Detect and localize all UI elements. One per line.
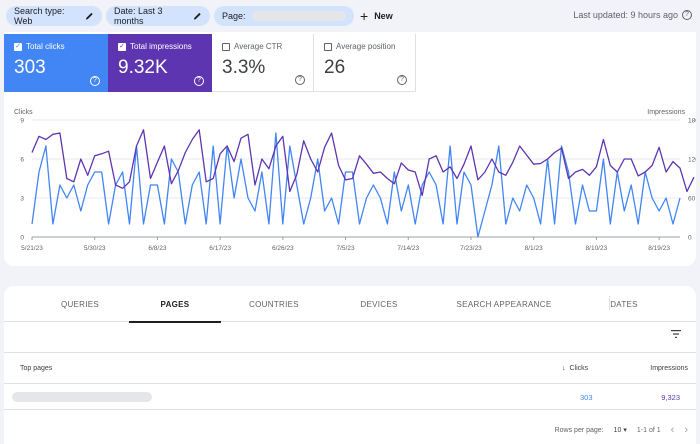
tab-devices[interactable]: DEVICES <box>360 299 398 309</box>
column-impressions[interactable]: Impressions <box>650 365 688 372</box>
help-icon[interactable]: ? <box>295 75 305 85</box>
help-icon[interactable]: ? <box>90 76 100 86</box>
checkbox-checked-icon[interactable]: ✓ <box>14 42 22 51</box>
date-chip[interactable]: Date: Last 3 months <box>106 6 210 26</box>
filter-icon[interactable] <box>670 328 682 340</box>
tab-countries[interactable]: COUNTRIES <box>249 299 299 309</box>
metric-total-clicks[interactable]: ✓ Total clicks 303 ? <box>4 34 108 92</box>
x-tick-label: 5/21/23 <box>21 245 43 252</box>
checkbox-icon[interactable] <box>222 42 230 51</box>
page-chip[interactable]: Page: <box>214 6 354 26</box>
column-clicks[interactable]: ↓ Clicks <box>562 365 588 372</box>
dropdown-arrow-icon: ▾ <box>623 427 627 434</box>
next-page-icon[interactable]: › <box>684 424 688 436</box>
right-tick-label: 180 <box>688 118 696 125</box>
x-tick-label: 8/19/23 <box>648 245 670 252</box>
x-tick-label: 8/1/23 <box>525 245 543 252</box>
metric-value: 26 <box>324 57 346 78</box>
right-tick-label: 60 <box>688 196 696 203</box>
right-tick-label: 120 <box>688 157 696 164</box>
x-tick-label: 7/14/23 <box>397 245 419 252</box>
table-header: Top pages ↓ Clicks Impressions <box>4 352 696 384</box>
help-icon[interactable]: ? <box>194 76 204 86</box>
filter-bar: Search type: Web Date: Last 3 months Pag… <box>0 0 700 32</box>
metric-label: Average position <box>336 42 396 51</box>
edit-icon <box>193 12 201 20</box>
help-icon[interactable]: ? <box>397 75 407 85</box>
previous-page-icon[interactable]: ‹ <box>670 424 675 436</box>
last-updated-text: Last updated: 9 hours ago <box>573 10 678 20</box>
report-table-card: QUERIES PAGES COUNTRIES DEVICES SEARCH A… <box>4 286 696 444</box>
x-tick-label: 7/5/23 <box>337 245 355 252</box>
tab-divider <box>609 296 610 310</box>
row-impressions: 9,323 <box>661 393 680 402</box>
left-axis-label: Clicks <box>14 109 33 116</box>
tab-search-appearance[interactable]: SEARCH APPEARANCE <box>456 299 552 309</box>
page-url-redacted <box>12 392 152 402</box>
sort-down-arrow-icon: ↓ <box>562 365 566 372</box>
last-updated: Last updated: 9 hours ago ? <box>573 10 692 20</box>
checkbox-icon[interactable] <box>324 42 332 51</box>
rows-per-page-select[interactable]: 10 ▾ <box>614 426 627 434</box>
pagination: Rows per page: 10 ▾ 1-1 of 1 ‹ › <box>555 422 688 438</box>
page-filter-label: Page: <box>222 11 246 21</box>
performance-card: ✓ Total clicks 303 ? ✓ Total impressions 9… <box>4 32 699 266</box>
new-filter-label: New <box>374 11 393 21</box>
performance-chart: Clicks Impressions 9 180 6 120 3 60 0 0 5/21/23 5… <box>4 102 699 262</box>
metric-value: 3.3% <box>222 57 266 78</box>
performance-chart-svg: Clicks Impressions 9 180 6 120 3 60 0 0 5/21/23 5… <box>14 109 699 252</box>
rows-per-page-label: Rows per page: <box>554 426 604 434</box>
tab-queries[interactable]: QUERIES <box>60 299 100 309</box>
page-range: 1-1 of 1 <box>636 426 661 434</box>
metric-label: Total impressions <box>130 42 192 51</box>
x-tick-label: 6/26/23 <box>272 245 294 252</box>
rows-per-page-value: 10 <box>613 427 622 434</box>
left-tick-label: 0 <box>20 235 24 242</box>
series-line-clicks <box>31 132 681 238</box>
right-tick-label: 0 <box>688 235 692 242</box>
metric-average-ctr[interactable]: Average CTR 3.3% ? <box>212 34 314 92</box>
dimension-tabs: QUERIES PAGES COUNTRIES DEVICES SEARCH A… <box>4 286 696 323</box>
plus-icon: + <box>360 8 369 24</box>
search-type-label: Search type: Web <box>14 6 65 26</box>
metric-total-impressions[interactable]: ✓ Total impressions 9.32K ? <box>108 34 212 92</box>
series-line-impressions <box>31 129 695 197</box>
x-tick-label: 7/23/23 <box>460 245 482 252</box>
right-axis-label: Impressions <box>647 109 685 116</box>
new-filter-button[interactable]: + New <box>360 6 393 26</box>
left-tick-label: 6 <box>20 157 24 164</box>
metric-label: Total clicks <box>26 42 65 51</box>
edit-icon <box>85 12 93 20</box>
tab-dates[interactable]: DATES <box>610 299 638 309</box>
checkbox-checked-icon[interactable]: ✓ <box>118 42 126 51</box>
metric-average-position[interactable]: Average position 26 ? <box>314 34 416 92</box>
x-tick-label: 5/30/23 <box>84 245 106 252</box>
left-tick-label: 9 <box>20 118 24 125</box>
page-filter-value-redacted <box>251 11 346 21</box>
column-clicks-label: Clicks <box>569 365 589 372</box>
metric-value: 303 <box>14 57 46 78</box>
help-icon[interactable]: ? <box>682 10 692 20</box>
row-clicks: 303 <box>580 393 593 402</box>
x-tick-label: 8/10/23 <box>586 245 608 252</box>
tab-pages[interactable]: PAGES <box>129 286 221 323</box>
left-tick-label: 3 <box>20 196 24 203</box>
metric-label: Average CTR <box>234 42 283 51</box>
metric-value: 9.32K <box>118 57 168 78</box>
column-top-pages: Top pages <box>20 365 53 372</box>
date-label: Date: Last 3 months <box>114 6 163 26</box>
search-type-chip[interactable]: Search type: Web <box>6 6 102 26</box>
table-row[interactable]: 303 9,323 <box>4 384 696 410</box>
x-tick-label: 6/17/23 <box>209 245 231 252</box>
x-tick-label: 6/8/23 <box>148 245 166 252</box>
